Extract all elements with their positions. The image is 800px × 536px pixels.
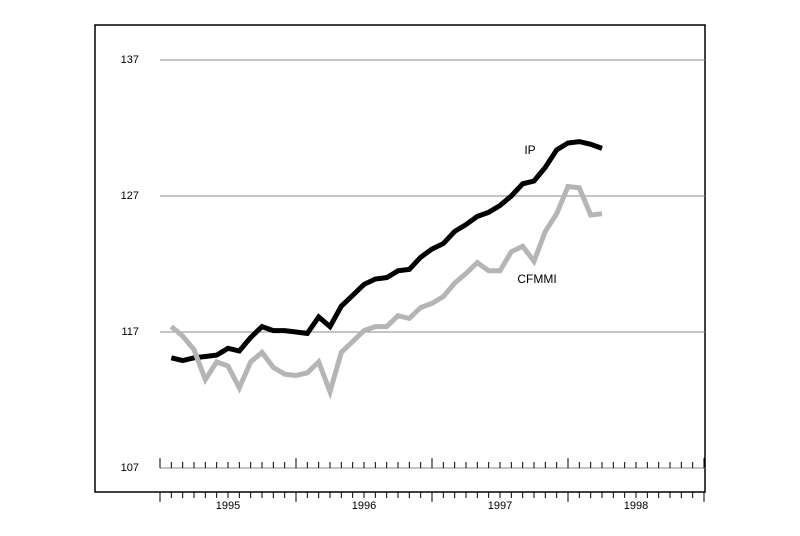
x-tick-label: 1998 [624,500,648,512]
x-tick-label: 1997 [488,500,512,512]
series-line [169,183,603,400]
series-label: IP [524,143,535,157]
x-tick-label: 1995 [216,500,240,512]
plot-frame [94,24,706,493]
series-label: CFMMI [517,272,556,286]
series-line [170,139,603,364]
y-tick-label: 107 [121,462,139,474]
y-tick-label: 137 [121,54,139,66]
y-tick-label: 117 [121,326,139,338]
x-tick-label: 1996 [352,500,376,512]
y-tick-label: 127 [121,190,139,202]
